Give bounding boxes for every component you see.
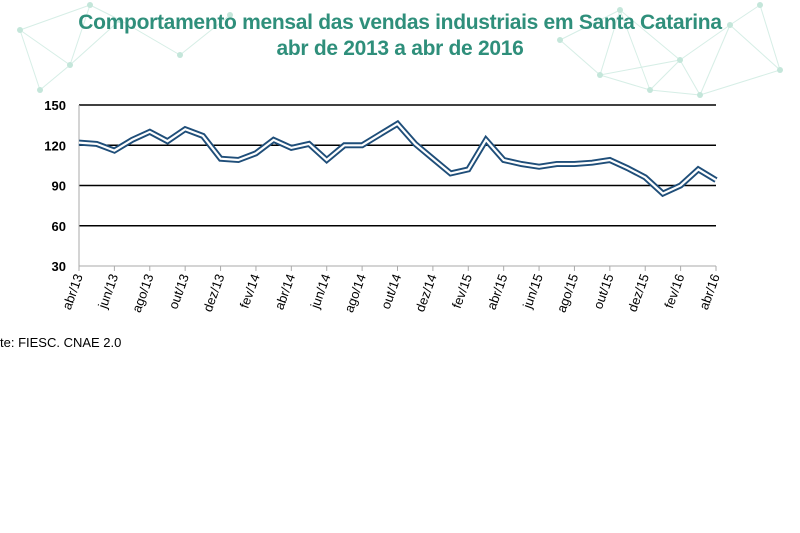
source-note: te: FIESC. CNAE 2.0	[0, 335, 122, 350]
x-tick-label: ago/15	[554, 272, 582, 314]
series-line	[78, 119, 718, 198]
x-tick-label: out/14	[378, 272, 404, 311]
network-node	[177, 52, 183, 58]
network-link	[69, 19, 121, 66]
network-link	[119, 19, 181, 56]
network-link	[179, 14, 231, 56]
network-link	[69, 4, 91, 66]
network-link	[599, 59, 681, 76]
network-background-decoration	[17, 2, 783, 98]
x-tick-label: abr/13	[59, 272, 86, 312]
network-node	[757, 2, 763, 8]
chart-title: Comportamento mensal das vendas industri…	[78, 11, 722, 34]
network-node	[777, 67, 783, 73]
x-tick-label: dez/14	[412, 272, 439, 314]
x-tick-label: out/13	[166, 272, 192, 311]
x-tick-label: out/15	[590, 272, 616, 311]
network-node	[697, 92, 703, 98]
x-tick-label: ago/14	[341, 272, 369, 314]
x-tick-label: abr/16	[696, 272, 723, 312]
network-link	[619, 9, 681, 61]
x-tick-label: dez/15	[625, 272, 652, 314]
chart-subtitle: abr de 2013 a abr de 2016	[276, 37, 524, 60]
x-tick-label: abr/14	[271, 272, 298, 312]
network-link	[699, 69, 781, 96]
network-link	[649, 59, 681, 91]
network-node	[67, 62, 73, 68]
network-link	[89, 4, 121, 21]
x-tick-label: fev/14	[237, 272, 263, 310]
x-tick-label: jun/15	[519, 272, 546, 311]
network-node	[117, 17, 123, 23]
x-tick-label: dez/13	[200, 272, 227, 314]
x-tick-label: fev/16	[661, 272, 687, 310]
network-link	[759, 4, 781, 71]
network-link	[19, 4, 91, 31]
network-link	[649, 89, 701, 96]
series-line-inner	[78, 122, 717, 195]
network-link	[19, 29, 41, 91]
network-link	[559, 39, 601, 76]
network-link	[729, 4, 761, 26]
network-node	[87, 2, 93, 8]
network-link	[559, 9, 621, 41]
x-tick-label: ago/13	[129, 272, 157, 314]
x-tick-label: jun/14	[307, 272, 334, 311]
network-link	[39, 64, 71, 91]
network-link	[19, 29, 71, 66]
network-node	[617, 7, 623, 13]
network-node	[17, 27, 23, 33]
network-node	[597, 72, 603, 78]
y-tick-label: 90	[52, 179, 66, 194]
x-tick-label: abr/15	[484, 272, 511, 312]
network-link	[679, 59, 701, 96]
chart-title-block: Comportamento mensal das vendas industri…	[0, 10, 800, 62]
network-node	[557, 37, 563, 43]
y-tick-label: 120	[44, 138, 66, 153]
network-node	[677, 57, 683, 63]
network-link	[599, 9, 621, 76]
y-tick-label: 150	[44, 98, 66, 113]
network-link	[619, 9, 651, 91]
y-tick-label: 60	[52, 219, 66, 234]
network-link	[679, 24, 731, 61]
x-tick-label: jun/13	[95, 272, 122, 311]
x-tick-label: fev/15	[449, 272, 475, 310]
network-node	[227, 12, 233, 18]
network-link	[599, 74, 651, 91]
network-node	[647, 87, 653, 93]
network-node	[727, 22, 733, 28]
network-node	[37, 87, 43, 93]
network-link	[729, 24, 781, 71]
network-link	[699, 24, 731, 96]
y-tick-label: 30	[52, 259, 66, 274]
